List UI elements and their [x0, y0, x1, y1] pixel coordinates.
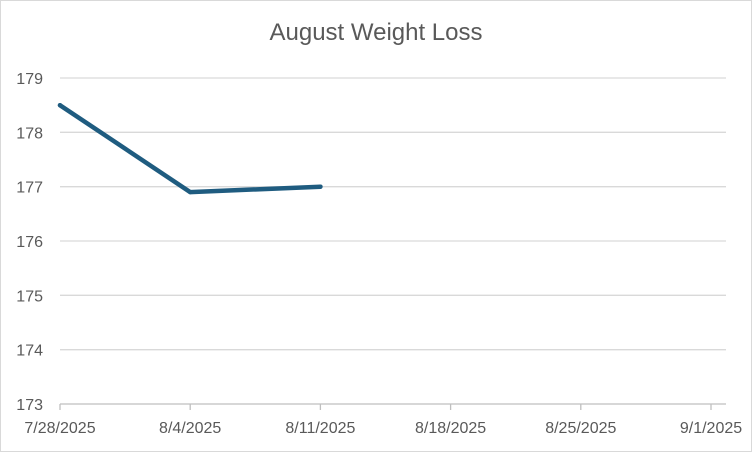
chart-title: August Weight Loss [269, 19, 483, 46]
x-tick-label: 8/25/2025 [545, 420, 616, 437]
data-point [318, 184, 323, 189]
y-tick-label: 176 [16, 234, 43, 251]
x-tick-label: 8/4/2025 [159, 420, 221, 437]
x-tick-label: 8/18/2025 [415, 420, 486, 437]
y-tick-label: 179 [16, 71, 43, 88]
y-tick-label: 178 [16, 125, 43, 142]
data-point [188, 189, 193, 195]
x-tick-label: 7/28/2025 [24, 420, 95, 437]
series-line [57, 102, 323, 195]
y-tick-label: 173 [16, 397, 43, 414]
y-tick-label: 175 [16, 288, 43, 305]
y-tick-label: 177 [16, 180, 43, 197]
x-tick-label: 9/1/2025 [680, 420, 742, 437]
y-tick-label: 174 [16, 343, 43, 360]
x-tick-label: 8/11/2025 [285, 420, 355, 437]
data-point [57, 102, 63, 108]
